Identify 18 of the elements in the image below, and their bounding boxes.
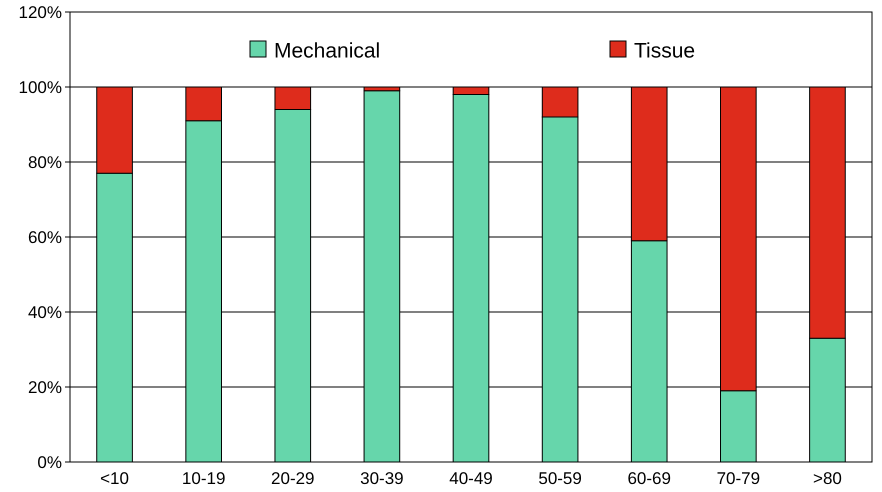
x-tick-label: >80 bbox=[813, 469, 842, 488]
y-tick-label: 20% bbox=[28, 378, 62, 397]
x-tick-label: 60-69 bbox=[627, 469, 671, 488]
y-tick-label: 60% bbox=[28, 228, 62, 247]
y-tick-label: 120% bbox=[18, 2, 62, 22]
x-tick-label: 30-39 bbox=[360, 469, 404, 488]
x-tick-label: 40-49 bbox=[449, 469, 493, 488]
y-tick-label: 80% bbox=[28, 152, 62, 172]
y-tick-label: 40% bbox=[28, 302, 62, 322]
legend-label: Mechanical bbox=[274, 39, 380, 62]
y-tick-label: 0% bbox=[37, 452, 62, 472]
y-tick-label: 100% bbox=[18, 78, 62, 97]
x-tick-label: 10-19 bbox=[182, 469, 226, 488]
x-tick-label: 20-29 bbox=[271, 469, 315, 488]
x-tick-label: 50-59 bbox=[538, 469, 582, 488]
legend-label: Tissue bbox=[634, 39, 696, 62]
x-tick-label: 70-79 bbox=[716, 469, 760, 488]
x-tick-label: <10 bbox=[100, 469, 129, 488]
